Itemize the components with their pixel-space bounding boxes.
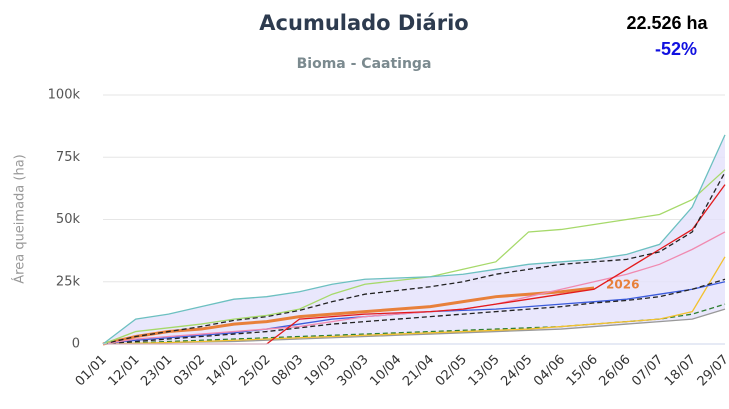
series-line (102, 286, 595, 346)
x-tick-label: 24/05 (498, 352, 535, 389)
x-tick-label: 30/03 (335, 352, 372, 389)
y-tick-label: 25k (56, 274, 81, 289)
x-tick-label: 25/02 (236, 352, 273, 389)
x-tick-label: 04/06 (531, 352, 568, 389)
x-tick-label: 23/01 (138, 352, 175, 389)
chart-subtitle: Bioma - Caatinga (297, 56, 432, 72)
y-tick-label: 75k (56, 150, 81, 165)
x-tick-label: 21/04 (400, 352, 437, 389)
x-tick-label: 15/06 (564, 352, 601, 389)
x-tick-label: 10/04 (367, 352, 404, 389)
series-line (102, 171, 726, 345)
change: -52% (655, 39, 697, 59)
x-tick-label: 18/07 (662, 352, 699, 389)
x-tick-label: 26/06 (597, 352, 634, 389)
x-tick-label: 12/01 (105, 352, 142, 389)
y-tick-label: 100k (48, 88, 81, 103)
x-tick-label: 13/05 (466, 352, 503, 389)
y-tick-label: 0 (72, 337, 80, 352)
x-tick-label: 01/01 (73, 352, 110, 389)
y-axis-title: Área queimada (ha) (12, 154, 28, 283)
x-tick-label: 29/07 (695, 352, 729, 389)
series-line (102, 169, 726, 345)
x-tick-label: 19/03 (302, 352, 339, 389)
x-tick-label: 02/05 (433, 352, 470, 389)
series-line (102, 256, 726, 345)
chart-title: Acumulado Diário (259, 11, 468, 35)
series-line (102, 278, 726, 345)
series-label: 2026 (606, 277, 639, 291)
total-area: 22.526 ha (626, 13, 708, 33)
x-tick-label: 07/07 (629, 352, 666, 389)
x-tick-label: 14/02 (204, 352, 241, 389)
y-tick-label: 50k (56, 212, 81, 227)
x-tick-label: 03/02 (171, 352, 208, 389)
x-tick-label: 08/03 (269, 352, 306, 389)
series-line (102, 134, 726, 345)
